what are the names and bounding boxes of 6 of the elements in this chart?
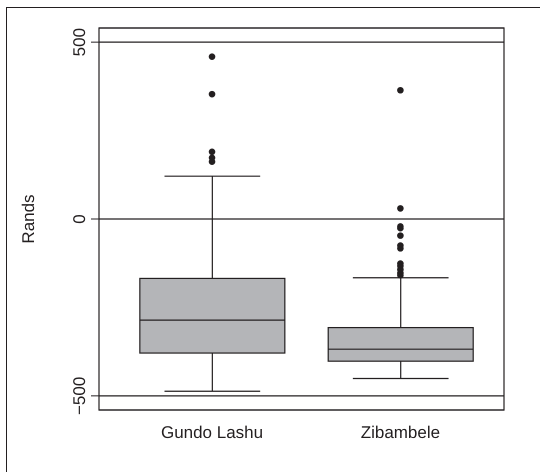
y-tick-label: −500 [70, 376, 89, 415]
y-tick-label: 0 [70, 214, 89, 224]
y-axis-title: Rands [19, 194, 38, 244]
y-tick-label: 500 [70, 28, 89, 56]
x-tick-label: Gundo Lashu [160, 423, 264, 442]
x-tick-label: Zibambele [360, 423, 440, 442]
